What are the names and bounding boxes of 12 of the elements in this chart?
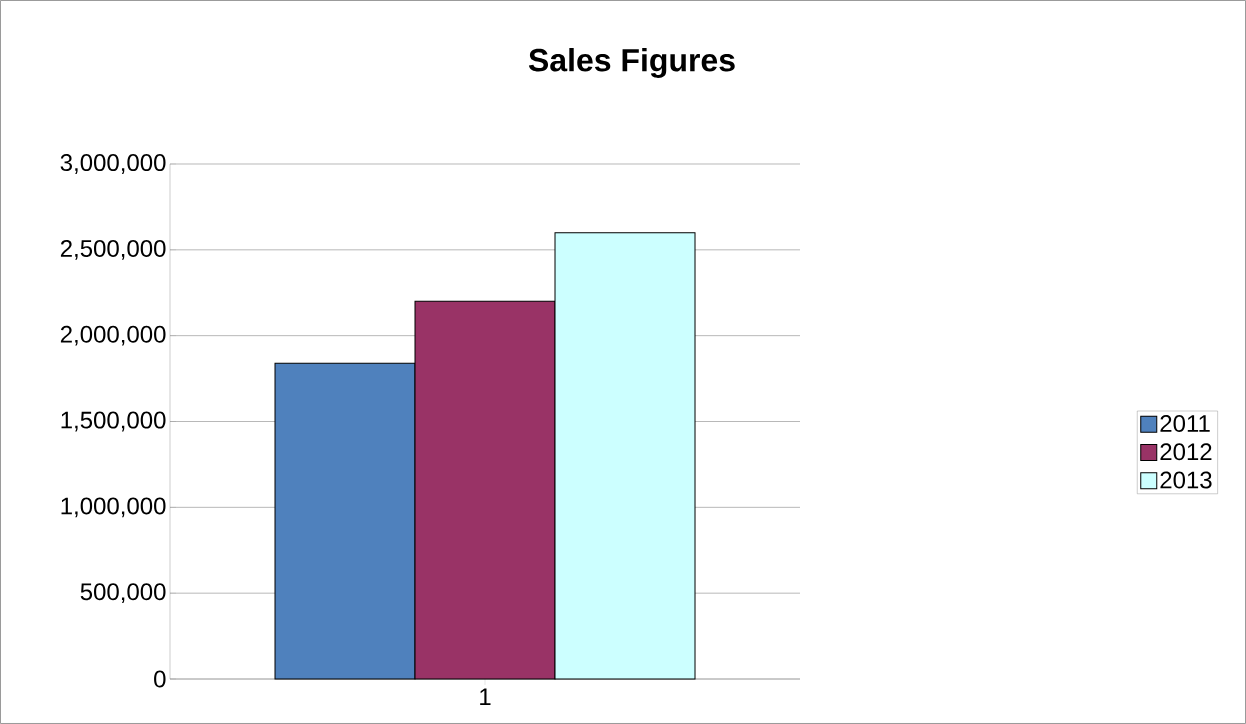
legend-label: 2013 <box>1160 471 1212 489</box>
y-tick-label: 500,000 <box>80 583 166 604</box>
y-tick-label: 1,000,000 <box>61 497 166 518</box>
y-tick-label: 2,000,000 <box>60 325 166 346</box>
x-tick-label: 1 <box>480 688 491 706</box>
legend-label: 2011 <box>1160 415 1210 433</box>
y-tick-label: 0 <box>154 670 166 688</box>
y-tick-label: 1,500,000 <box>61 411 166 432</box>
y-tick-label: 3,000,000 <box>60 154 166 174</box>
chart-title: Sales Figures <box>528 48 735 78</box>
legend-label: 2012 <box>1160 443 1212 461</box>
y-tick-label: 2,500,000 <box>60 239 166 260</box>
